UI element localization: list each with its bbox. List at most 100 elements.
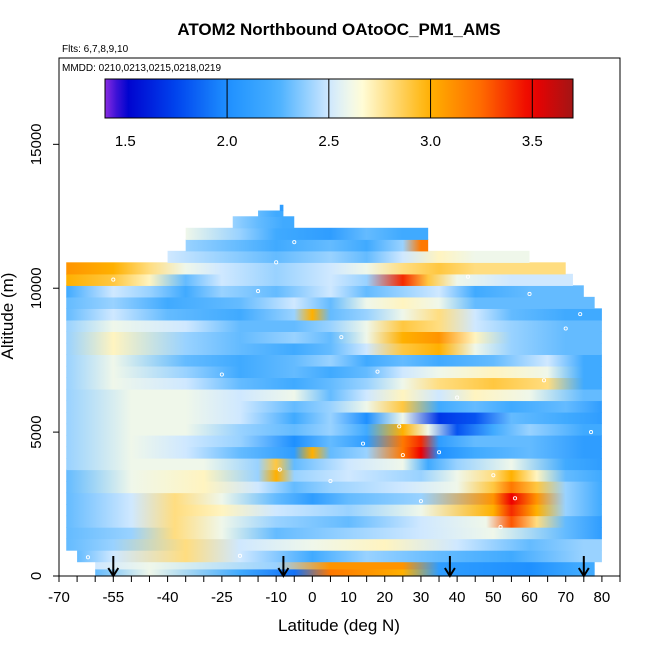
x-tick-label: 70 [557,589,574,606]
data-point [512,496,518,501]
colorbar: 1.5 2.0 2.5 3.0 3.5 [104,78,574,150]
heatmap-band [66,365,602,379]
heatmap-band [232,216,295,229]
data-point [563,326,568,331]
y-axis: 0 5000 10000 15000 [28,123,59,580]
flights-note: Flts: 6,7,8,9,10 [62,44,129,55]
data-point [498,525,503,530]
x-tick-label: -40 [157,589,179,606]
x-tick-label: 60 [521,589,538,606]
data-point [256,289,261,294]
x-axis-label: Latitude (deg N) [278,616,400,635]
data-point [375,369,380,374]
heatmap-band [279,204,284,212]
plot-frame [58,57,621,577]
y-tick-label: 10000 [28,267,45,309]
heatmap-band [66,423,602,436]
heatmap-band [66,377,602,390]
x-tick-label: -25 [211,589,233,606]
heatmap-band [66,262,566,275]
heatmap-band [66,538,602,551]
down-arrow-icon [107,556,120,578]
colorbar-tick-label: 2.5 [318,133,339,150]
y-tick-label: 0 [28,572,45,580]
heatmap-band [95,561,595,570]
x-tick-label: -70 [48,589,70,606]
x-tick-label: 0 [308,589,316,606]
data-point [237,553,243,558]
heatmap-band [66,342,602,356]
data-point [339,335,344,340]
heatmap-layer [66,204,602,577]
heatmap-band [66,527,602,540]
data-point [491,473,496,478]
heatmap-band [167,250,530,263]
x-tick-label: 30 [413,589,430,606]
dates-note: MMDD: 0210,0213,0215,0218,0219 [62,63,221,74]
data-point [578,312,583,317]
heatmap-band [66,354,602,367]
heatmap-band [66,434,602,448]
x-tick-label: 20 [376,589,393,606]
data-point [360,441,366,446]
heatmap-band [66,411,602,425]
heatmap-band [66,273,573,286]
x-tick-label: 80 [594,589,611,606]
data-point [436,450,442,455]
colorbar-tick-label: 1.5 [115,133,136,150]
data-point [111,277,116,282]
y-axis-label: Altitude (m) [0,273,17,360]
data-point [588,430,594,435]
heatmap-band [66,296,595,309]
colorbar-tick-label: 2.0 [217,133,238,150]
arrow-markers [107,556,590,578]
heatmap-band [185,227,429,240]
x-tick-label: 40 [449,589,466,606]
heatmap-band [66,388,602,402]
heatmap-band [66,492,602,505]
heatmap-band [258,210,284,217]
data-point [277,467,282,472]
heatmap-band [66,308,602,321]
data-point [397,424,402,429]
x-tick-label: 50 [485,589,502,606]
data-point [527,291,532,297]
down-arrow-icon [444,556,456,578]
heatmap-band [66,481,602,494]
x-tick-label: -10 [265,589,287,606]
data-point [328,478,333,484]
x-tick-label: 10 [340,589,357,606]
colorbar-tick-label: 3.5 [522,133,543,150]
chart-title: ATOM2 Northbound OAtoOC_PM1_AMS [177,20,500,39]
heatmap-band [66,331,602,344]
heatmap-band [66,515,602,528]
data-point [465,274,471,279]
heatmap-band [66,504,602,517]
heatmap-band [66,446,602,459]
data-point [219,372,224,377]
heatmap-band [95,568,595,577]
down-arrow-icon [577,556,590,578]
heatmap-band [66,400,602,413]
y-tick-label: 5000 [28,415,45,448]
data-point [274,260,279,265]
heatmap-band [66,469,602,482]
heatmap-band [66,458,602,471]
data-point [292,240,297,245]
down-arrow-icon [277,556,290,578]
x-tick-label: -55 [102,589,124,606]
colorbar-gradient [104,78,574,119]
heatmap-band [66,285,584,298]
data-point [85,555,91,560]
y-tick-label: 15000 [28,123,45,165]
heatmap-band [185,239,429,252]
data-point [541,378,547,383]
heatmap-band [77,550,602,563]
x-axis: -70 -55 -40 -25 -10 0 10 20 30 40 50 60 70 80 [48,576,621,606]
data-points-layer [85,240,594,560]
data-point [418,499,423,504]
data-point [455,395,460,400]
heatmap-band [66,319,602,332]
data-point [400,453,405,458]
